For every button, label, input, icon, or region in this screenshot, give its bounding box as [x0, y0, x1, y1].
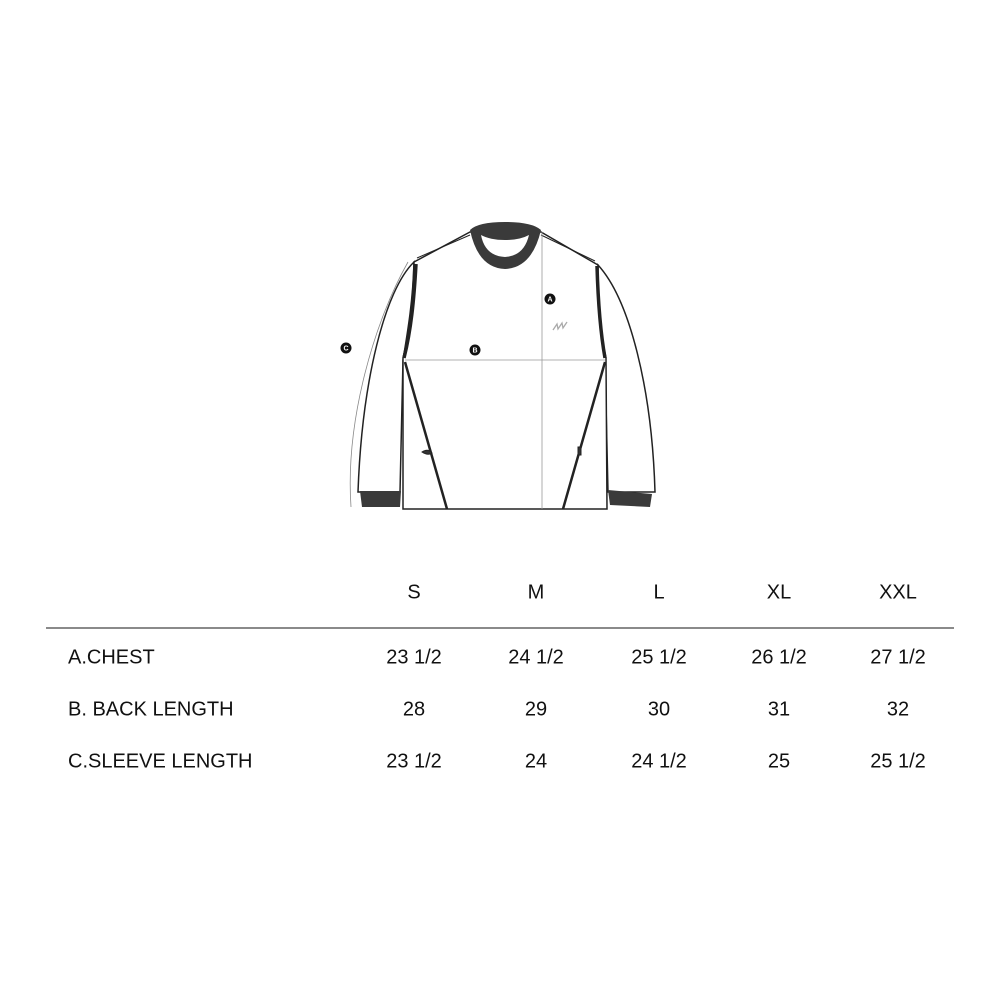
right-cuff [608, 490, 652, 507]
body [402, 231, 608, 510]
table-cell: 28 [402, 698, 426, 721]
size-header-s: S [407, 581, 421, 604]
marker-c: C [340, 342, 352, 354]
table-cell: 26 1/2 [751, 646, 807, 669]
marker-a: A [544, 293, 556, 305]
row-label: A.CHEST [68, 646, 155, 669]
size-header-xxl: XXL [879, 581, 917, 604]
table-cell: 32 [886, 698, 910, 721]
svg-text:C: C [343, 346, 348, 353]
table-cell: 24 [524, 750, 548, 773]
brand-logo-icon [552, 321, 568, 331]
table-cell: 25 1/2 [631, 646, 687, 669]
table-cell: 27 1/2 [870, 646, 926, 669]
left-armhole-seam [402, 263, 418, 359]
left-cuff [360, 491, 401, 507]
marker-b: B [469, 344, 481, 356]
table-cell: 24 1/2 [508, 646, 564, 669]
size-header-l: L [653, 581, 665, 604]
left-diagonal-seam [403, 361, 449, 510]
row-label: C.SLEEVE LENGTH [68, 750, 253, 773]
table-cell: 25 [767, 750, 791, 773]
sweatshirt-diagram: A B C [340, 222, 656, 510]
left-pocket-tab [421, 449, 433, 455]
right-armhole-seam [595, 265, 607, 359]
svg-text:A: A [547, 297, 552, 304]
row-label: B. BACK LENGTH [68, 698, 234, 721]
table-cell: 23 1/2 [386, 750, 442, 773]
right-shoulder-seam [540, 234, 596, 262]
header-divider [46, 627, 954, 629]
table-cell: 23 1/2 [386, 646, 442, 669]
table-cell: 25 1/2 [870, 750, 926, 773]
size-header-m: M [527, 581, 545, 604]
right-pocket-tab [577, 446, 582, 456]
right-diagonal-seam [561, 361, 607, 510]
sleeve-measure-arc [349, 261, 409, 508]
collar-ribbing [470, 222, 541, 269]
svg-text:B: B [472, 348, 477, 355]
table-cell: 24 1/2 [631, 750, 687, 773]
left-shoulder-seam [416, 234, 471, 259]
size-header-xl: XL [766, 581, 792, 604]
table-cell: 29 [524, 698, 548, 721]
table-cell: 30 [647, 698, 671, 721]
table-cell: 31 [767, 698, 791, 721]
